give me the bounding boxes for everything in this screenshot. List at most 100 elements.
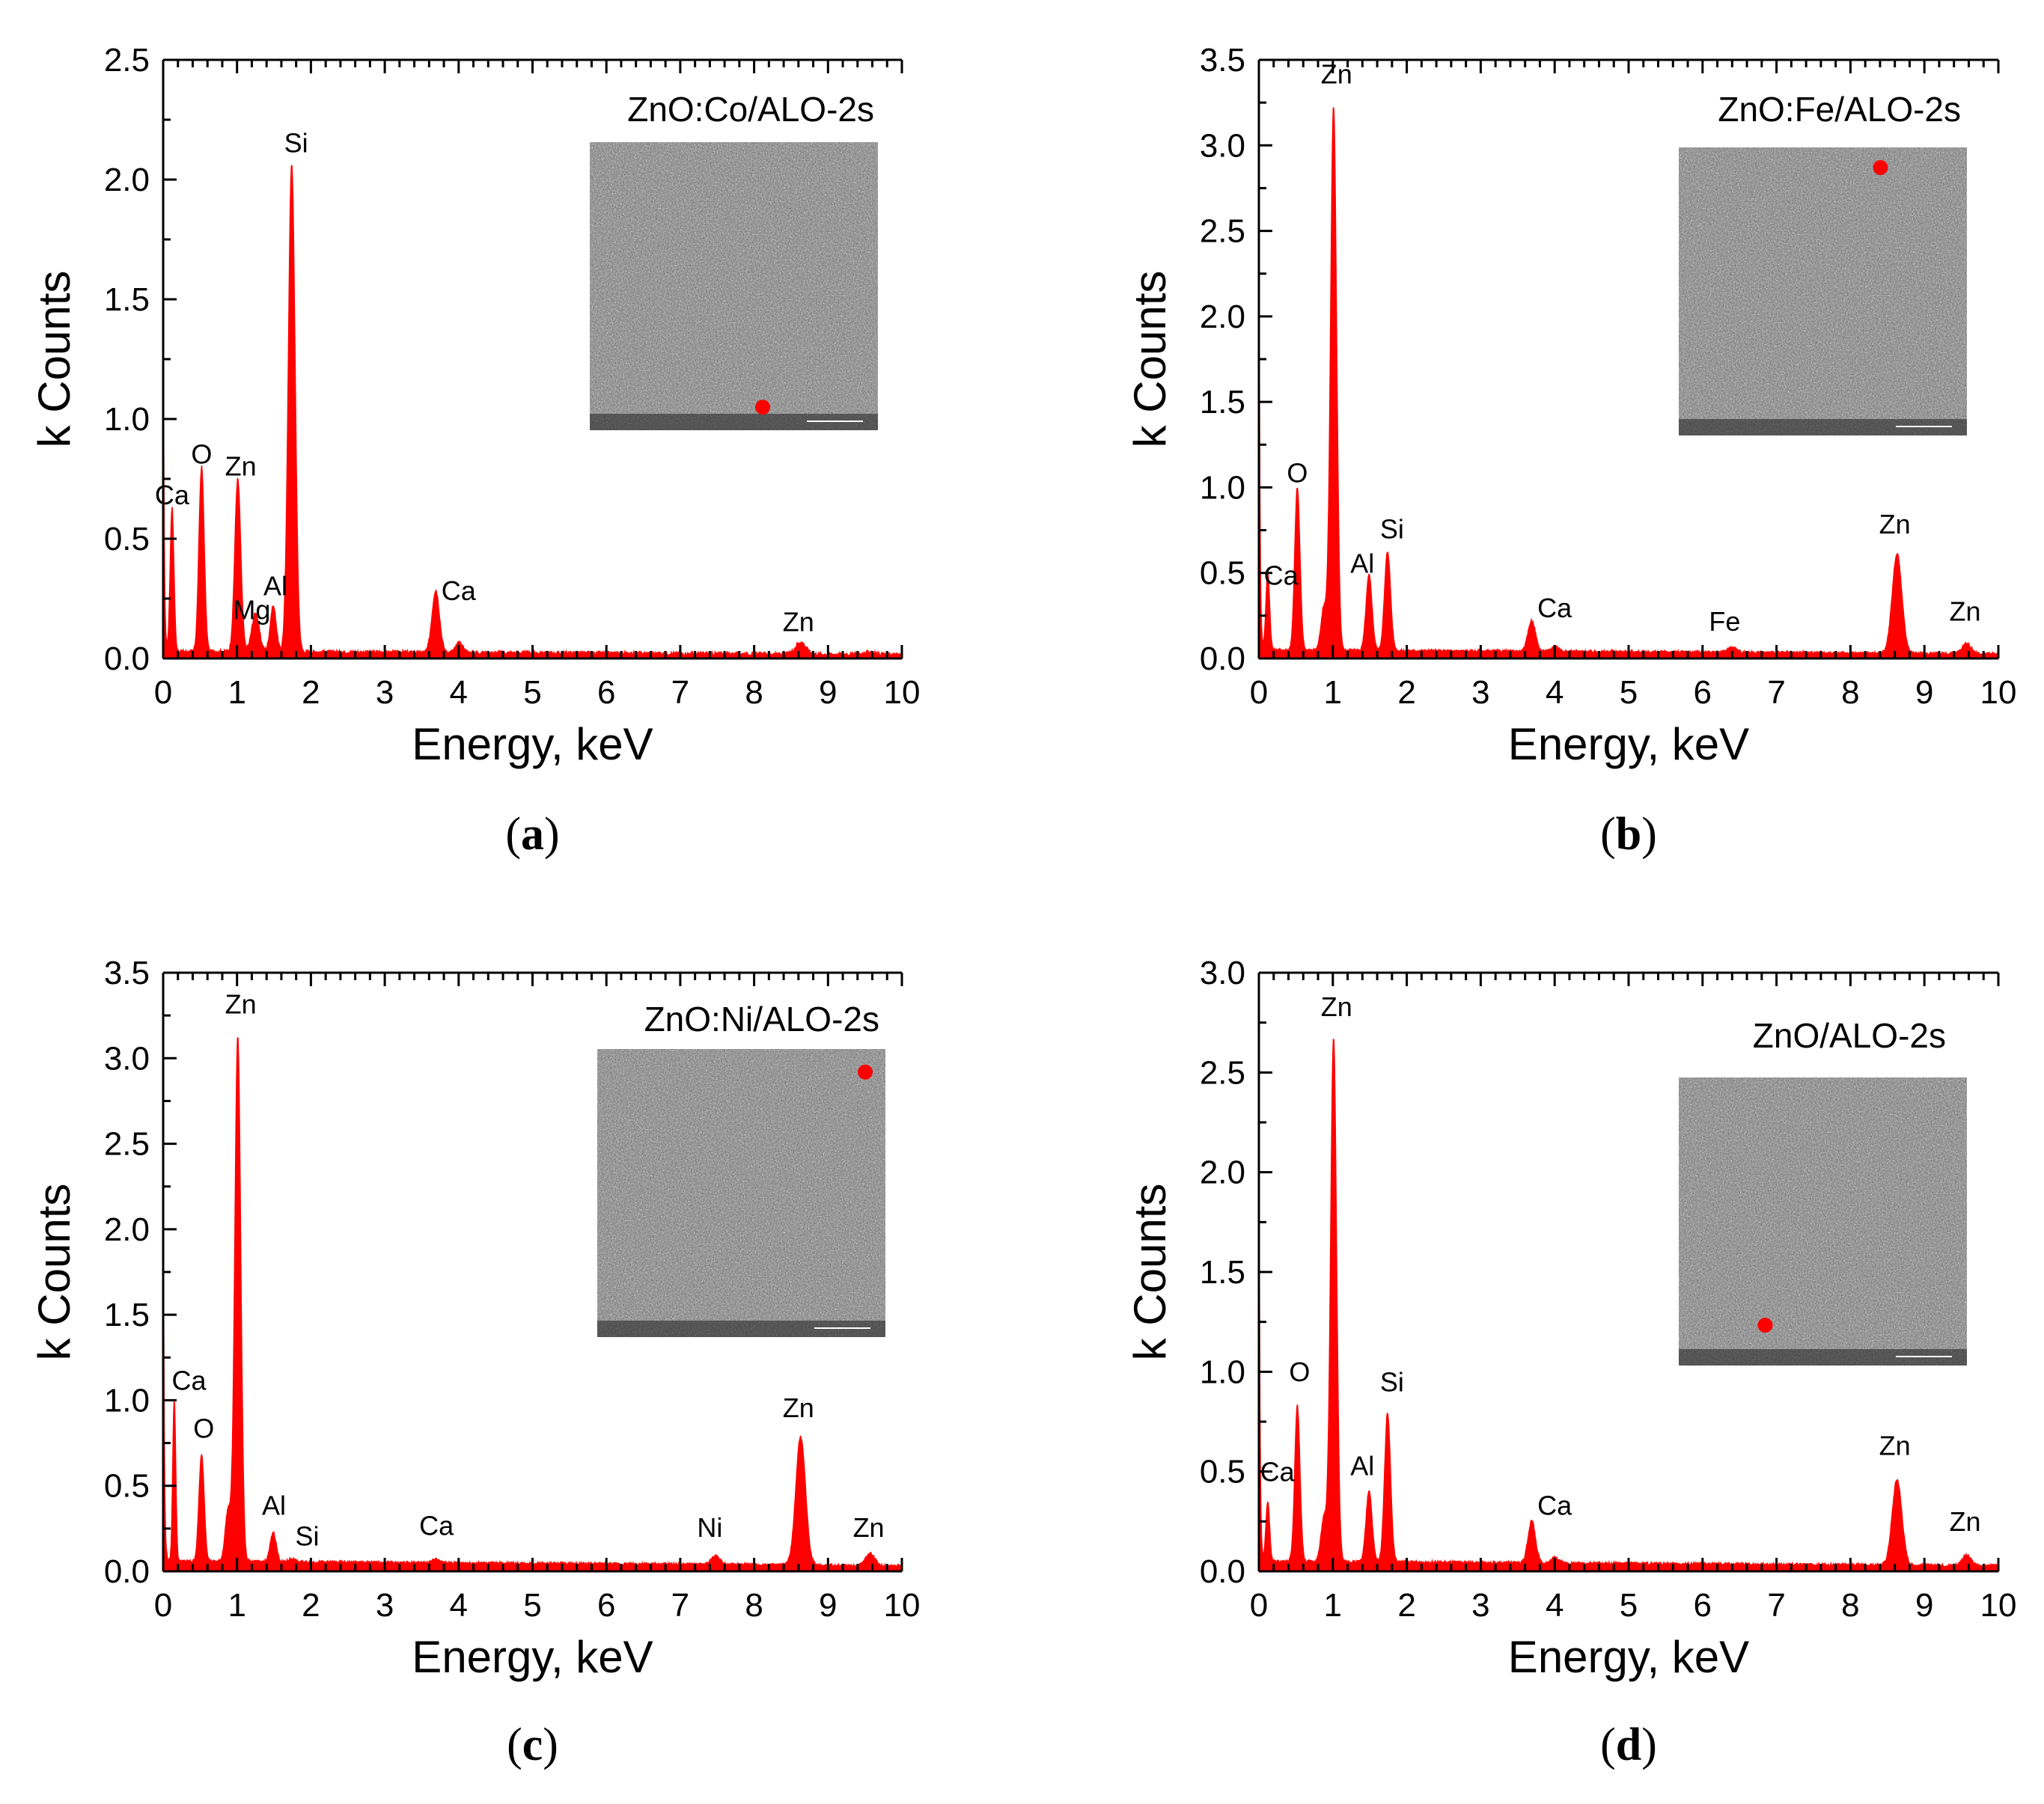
peak-label: Zn [1321, 991, 1352, 1022]
y-tick-label: 0.5 [104, 521, 150, 557]
eds-panel-d: 0 1 2 3 4 5 6 7 8 9 10 0.0 0.5 1.0 1.5 2.0 2.5 3.0 Energy,… [1125, 955, 2016, 1770]
peak-label: Zn [783, 607, 814, 637]
x-tick-label: 7 [671, 1587, 689, 1624]
y-tick-label: 2.0 [1200, 299, 1245, 335]
peak-label: Ni [697, 1512, 722, 1543]
y-tick-label: 3.0 [104, 1040, 150, 1077]
peak-label: Al [263, 571, 287, 602]
peak-label: O [1287, 457, 1308, 488]
x-tick-label: 10 [1980, 1587, 2017, 1624]
y-axis-title: k Counts [1125, 271, 1175, 448]
y-tick-label: 0.5 [1200, 1454, 1245, 1490]
peak-label: Ca [155, 480, 190, 510]
x-tick-label: 10 [884, 674, 921, 711]
x-tick-label: 10 [1980, 674, 2017, 711]
sample-label: ZnO/ALO-2s [1753, 1016, 1946, 1055]
panel-label: (b) [1600, 809, 1657, 860]
eds-panel-b: 0 1 2 3 4 5 6 7 8 9 10 0.0 0.5 1.0 1.5 2.0 2.5 3.0 3.5 Ener… [1125, 42, 2016, 860]
peak-label: Ca [442, 575, 477, 606]
analysis-point-marker [858, 1064, 873, 1080]
y-tick-label: 2.0 [104, 1211, 150, 1248]
peak-label: O [191, 439, 212, 470]
x-tick-label: 4 [1546, 1587, 1563, 1624]
x-tick-label: 2 [302, 1587, 320, 1624]
peak-label: Zn [1879, 1431, 1911, 1461]
sem-inset-image [590, 142, 878, 430]
x-tick-label: 0 [154, 1587, 172, 1624]
peak-label: Ca [1264, 560, 1299, 590]
peak-label: Zn [1879, 509, 1911, 539]
x-tick-label: 7 [671, 674, 689, 711]
sem-inset-texture [590, 142, 878, 430]
sample-label: ZnO:Fe/ALO-2s [1718, 90, 1961, 129]
y-tick-label: 0.5 [1200, 555, 1245, 592]
peak-label: Al [1350, 548, 1374, 578]
y-tick-label: 1.0 [1200, 469, 1245, 506]
sem-inset-image [597, 1049, 885, 1337]
x-tick-label: 7 [1767, 1587, 1785, 1624]
y-tick-label: 0.0 [1200, 640, 1245, 677]
y-tick-label: 3.0 [1200, 955, 1245, 991]
peak-label: Al [262, 1490, 286, 1520]
y-tick-label: 2.5 [104, 1126, 150, 1163]
x-tick-label: 1 [228, 674, 245, 711]
y-tick-label: 2.5 [1200, 1054, 1245, 1091]
peak-label: Zn [225, 989, 257, 1020]
peak-label: Zn [225, 451, 257, 482]
sem-inset-info-bar [590, 414, 878, 430]
peak-label: Ca [172, 1365, 207, 1395]
y-tick-label: 1.0 [1200, 1354, 1245, 1390]
y-tick-label: 3.0 [1200, 127, 1245, 164]
eds-panel-c: 0 1 2 3 4 5 6 7 8 9 10 0.0 0.5 1.0 1.5 2.0 2.5 3.0 3.5 Ener… [29, 955, 920, 1770]
y-axis-title: k Counts [1125, 1184, 1175, 1361]
x-tick-label: 7 [1767, 674, 1785, 711]
x-tick-label: 8 [745, 674, 763, 711]
y-axis-title: k Counts [29, 271, 79, 448]
peak-label: Ca [1537, 593, 1572, 623]
peak-label: Fe [1709, 606, 1740, 637]
x-tick-label: 5 [1620, 674, 1638, 711]
y-axis-title: k Counts [29, 1184, 79, 1361]
eds-panel-a: 0 1 2 3 4 5 6 7 8 9 10 0.0 0.5 1.0 1.5 2.0 2.5 Energy, ke… [29, 42, 920, 860]
sample-label: ZnO:Ni/ALO-2s [644, 1000, 879, 1039]
x-tick-label: 10 [884, 1587, 921, 1624]
x-tick-label: 2 [302, 674, 320, 711]
sem-inset-texture [1679, 147, 1967, 435]
x-tick-label: 3 [376, 674, 394, 711]
x-tick-label: 0 [154, 674, 172, 711]
peak-label: Zn [1321, 59, 1352, 90]
peak-label: Ca [419, 1511, 454, 1541]
x-tick-label: 9 [1915, 1587, 1933, 1624]
x-tick-label: 0 [1250, 674, 1268, 711]
x-tick-label: 8 [1841, 1587, 1859, 1624]
peak-label: Zn [1950, 596, 1981, 626]
x-tick-label: 5 [523, 1587, 541, 1624]
x-tick-label: 6 [597, 1587, 615, 1624]
y-tick-label: 3.5 [1200, 42, 1245, 79]
analysis-point-marker [1757, 1318, 1773, 1333]
y-tick-label: 0.5 [104, 1468, 150, 1505]
panel-label: (d) [1600, 1719, 1657, 1770]
x-tick-label: 4 [450, 674, 468, 711]
analysis-point-marker [1873, 159, 1888, 175]
x-tick-label: 1 [228, 1587, 245, 1624]
x-tick-label: 3 [1471, 1587, 1489, 1624]
y-tick-label: 1.5 [1200, 1254, 1245, 1291]
x-axis-title: Energy, keV [1508, 719, 1749, 769]
sem-inset-info-bar [1679, 419, 1967, 435]
y-tick-label: 0.0 [104, 1553, 150, 1590]
sem-inset-image [1679, 1077, 1967, 1366]
peak-label: Al [1350, 1450, 1374, 1481]
x-tick-label: 0 [1250, 1587, 1268, 1624]
x-tick-label: 2 [1397, 674, 1415, 711]
x-axis-title: Energy, keV [412, 719, 653, 769]
analysis-point-marker [755, 400, 770, 415]
x-tick-label: 5 [1620, 1587, 1638, 1624]
peak-label: Si [295, 1520, 319, 1551]
x-tick-label: 1 [1324, 1587, 1342, 1624]
y-tick-label: 2.5 [1200, 213, 1245, 250]
peak-label: Zn [1950, 1506, 1981, 1537]
x-tick-label: 1 [1324, 674, 1342, 711]
y-tick-label: 1.5 [104, 1297, 150, 1333]
